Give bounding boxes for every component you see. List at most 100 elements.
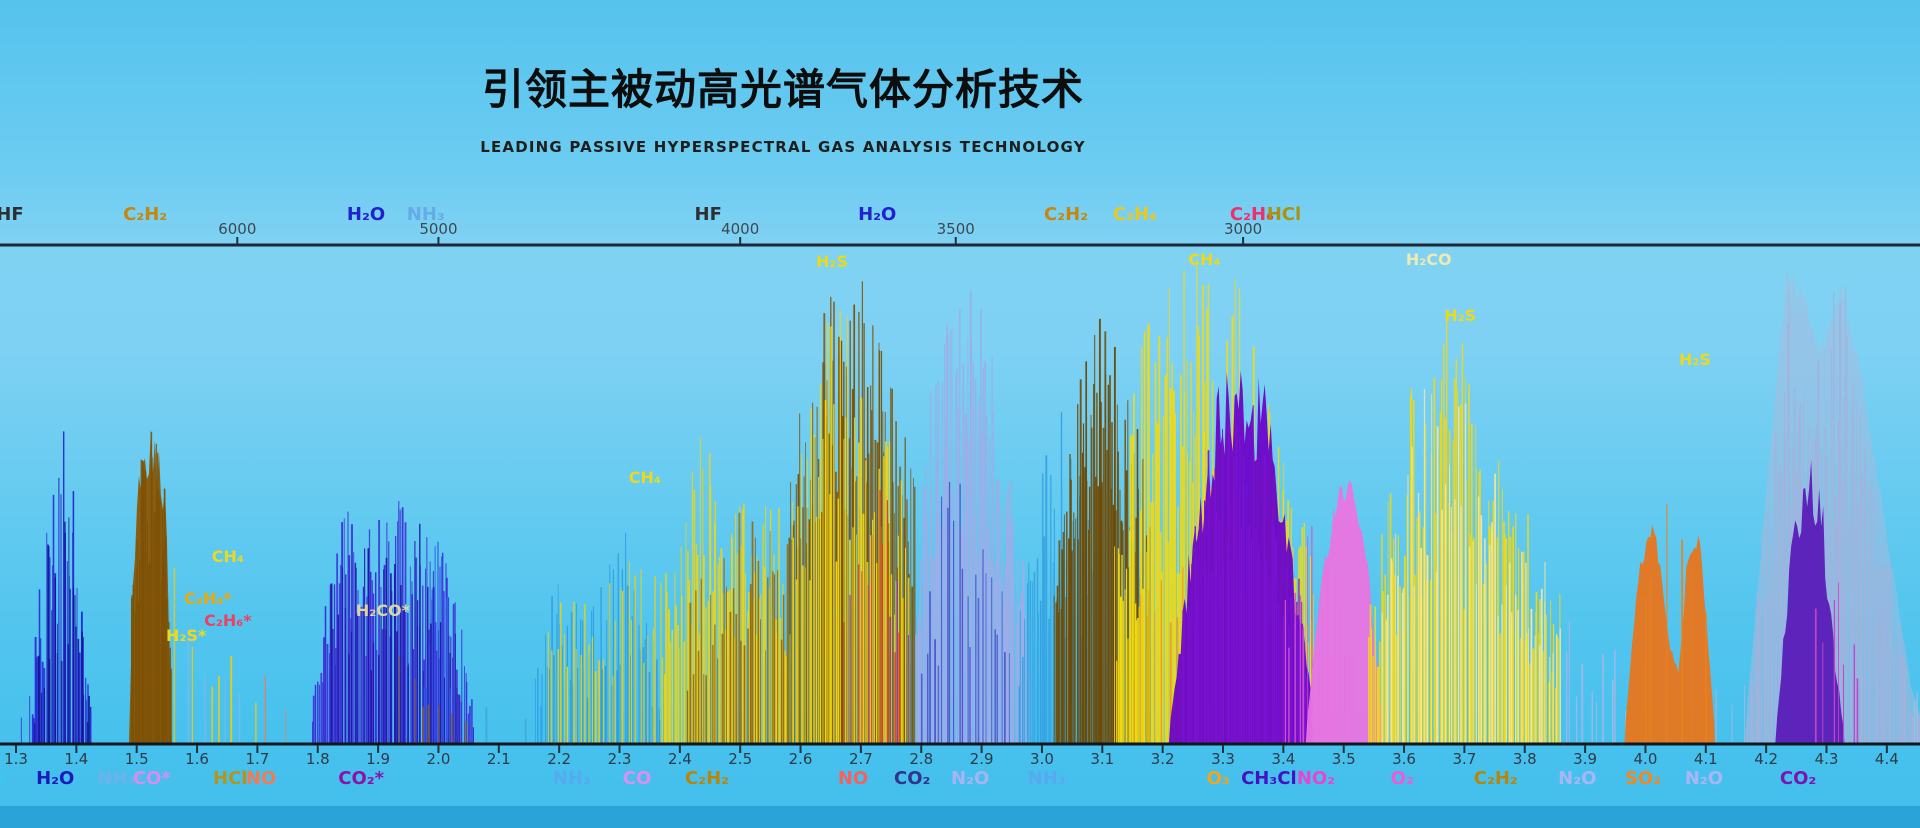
band-misc-20 bbox=[889, 579, 909, 745]
band-misc-6 bbox=[187, 629, 241, 745]
wavelength-tick-label: 3.5 bbox=[1331, 750, 1356, 768]
gas-label-CO: CO* bbox=[132, 768, 171, 789]
gas-label-HS: H₂S bbox=[1444, 306, 1477, 325]
band-N₂O bbox=[1566, 621, 1633, 745]
wavelength-tick-label: 2.6 bbox=[788, 750, 813, 768]
band-misc-40 bbox=[1814, 582, 1859, 745]
wavelength-tick-label: 2.3 bbox=[607, 750, 632, 768]
band-misc-41 bbox=[1913, 692, 1918, 745]
gas-label-HF: HF bbox=[0, 204, 24, 225]
gas-label-HS: H₂S* bbox=[166, 626, 207, 645]
wavenumber-tick-label: 3000 bbox=[1224, 220, 1263, 238]
gas-label-CH: CH₄ bbox=[628, 468, 661, 487]
gas-label-CO: CO bbox=[622, 768, 652, 789]
gas-label-CH: C₂H₄ bbox=[1112, 204, 1157, 225]
wavelength-tick-label: 4.3 bbox=[1814, 750, 1839, 768]
wavelength-tick-label: 2.5 bbox=[728, 750, 753, 768]
gas-label-CH: C₂H₂ bbox=[123, 204, 168, 225]
gas-label-NO: N₂O bbox=[1558, 768, 1597, 789]
band-CO₂ bbox=[915, 291, 1030, 745]
gas-label-HCO: H₂CO* bbox=[355, 601, 410, 620]
gas-label-NO: N₂O bbox=[951, 768, 990, 789]
band-misc-39 bbox=[1775, 460, 1845, 745]
band-CO bbox=[547, 562, 662, 745]
band-misc-16 bbox=[686, 512, 789, 745]
wavelength-tick-label: 1.5 bbox=[124, 750, 149, 768]
band-misc-4 bbox=[130, 431, 172, 745]
band-N₂O bbox=[920, 482, 1010, 745]
gas-label-O: O₂ bbox=[1390, 768, 1414, 789]
header: 引领主被动高光谱气体分析技术 LEADING PASSIVE HYPERSPEC… bbox=[480, 65, 1086, 157]
gas-label-SO: SO₂ bbox=[1624, 768, 1662, 789]
gas-label-CO: CO₂ bbox=[1779, 768, 1817, 789]
wavelength-tick-label: 2.9 bbox=[969, 750, 994, 768]
gas-label-NO: NO bbox=[245, 768, 277, 789]
gas-label-CH: C₂H₂ bbox=[1044, 204, 1089, 225]
wavelength-tick-label: 4.4 bbox=[1874, 750, 1899, 768]
wavelength-tick-label: 1.6 bbox=[185, 750, 209, 768]
wavelength-tick-label: 3.6 bbox=[1392, 750, 1416, 768]
wavelength-tick-label: 2.4 bbox=[667, 750, 692, 768]
footer-strip bbox=[0, 806, 1920, 828]
wavelength-tick-label: 4.0 bbox=[1633, 750, 1658, 768]
gas-label-HO: H₂O bbox=[346, 204, 386, 225]
gas-label-NH: NH₃ bbox=[1027, 768, 1066, 789]
band-misc-32 bbox=[1381, 389, 1561, 745]
wavelength-tick-label: 2.2 bbox=[547, 750, 572, 768]
band-NO bbox=[264, 675, 287, 745]
wavelength-tick-label: 3.0 bbox=[1030, 750, 1054, 768]
wavelength-tick-label: 3.9 bbox=[1573, 750, 1598, 768]
band-misc-10 bbox=[423, 541, 451, 745]
gas-label-HCO: H₂CO bbox=[1405, 250, 1452, 269]
gas-label-HS: H₂S bbox=[815, 252, 848, 271]
page-title: 引领主被动高光谱气体分析技术 bbox=[481, 65, 1084, 114]
wavelength-tick-label: 2.1 bbox=[486, 750, 511, 768]
gas-label-HS: H₂S bbox=[1678, 350, 1711, 369]
band-misc-12 bbox=[485, 707, 527, 745]
gas-label-NO: N₂O bbox=[1684, 768, 1724, 789]
gas-label-HCl: HCl bbox=[1266, 204, 1302, 225]
page-subtitle: LEADING PASSIVE HYPERSPECTRAL GAS ANALYS… bbox=[480, 138, 1086, 157]
wavelength-tick-label: 2.8 bbox=[909, 750, 934, 768]
band-CO₂* bbox=[330, 523, 461, 745]
gas-label-O: O₂ bbox=[0, 768, 5, 789]
gas-label-CH: CH₄ bbox=[1188, 250, 1221, 269]
band-misc-28 bbox=[1182, 405, 1307, 745]
gas-label-NO: NO bbox=[837, 768, 869, 789]
wavelength-tick-label: 4.2 bbox=[1754, 750, 1779, 768]
gas-label-NO: NO₂ bbox=[1296, 768, 1336, 789]
wavelength-tick-label: 3.3 bbox=[1211, 750, 1235, 768]
band-NO bbox=[843, 490, 901, 745]
wavenumber-tick-label: 4000 bbox=[721, 220, 760, 238]
gas-label-HO: H₂O bbox=[36, 768, 75, 789]
wavenumber-tick-label: 3500 bbox=[936, 220, 975, 238]
wavenumber-tick-label: 6000 bbox=[218, 220, 257, 238]
axes bbox=[0, 237, 1920, 753]
wavenumber-tick-label: 5000 bbox=[419, 220, 458, 238]
wavelength-tick-label: 3.1 bbox=[1090, 750, 1115, 768]
band-O₂ bbox=[1305, 480, 1383, 745]
band-misc-11 bbox=[399, 655, 467, 745]
gas-label-HO: H₂O bbox=[858, 204, 897, 225]
band-SO₂ bbox=[1624, 524, 1715, 745]
gas-label-O: O₃ bbox=[1206, 768, 1230, 789]
wavelength-tick-label: 4.1 bbox=[1693, 750, 1718, 768]
wavelength-tick-label: 2.7 bbox=[848, 750, 873, 768]
wavelength-tick-label: 1.8 bbox=[305, 750, 330, 768]
wavelength-tick-label: 2.0 bbox=[426, 750, 451, 768]
gas-label-HCl: HCl bbox=[213, 768, 248, 789]
band-H₂O bbox=[34, 517, 90, 745]
gas-label-CH: C₂H₂ bbox=[1473, 768, 1518, 789]
wavelength-tick-label: 3.7 bbox=[1452, 750, 1477, 768]
wavelength-tick-label: 3.2 bbox=[1150, 750, 1175, 768]
gas-label-CH: C₂H₆ bbox=[1229, 204, 1274, 225]
gas-label-CH: C₂H₄* bbox=[184, 589, 232, 608]
band-misc-35 bbox=[1645, 504, 1707, 745]
wavelength-tick-label: 3.8 bbox=[1512, 750, 1537, 768]
band-misc-5 bbox=[173, 567, 257, 745]
gas-label-NH: NH₃ bbox=[406, 204, 445, 225]
wavelength-tick-label: 1.7 bbox=[245, 750, 270, 768]
band-misc-2 bbox=[20, 696, 31, 745]
